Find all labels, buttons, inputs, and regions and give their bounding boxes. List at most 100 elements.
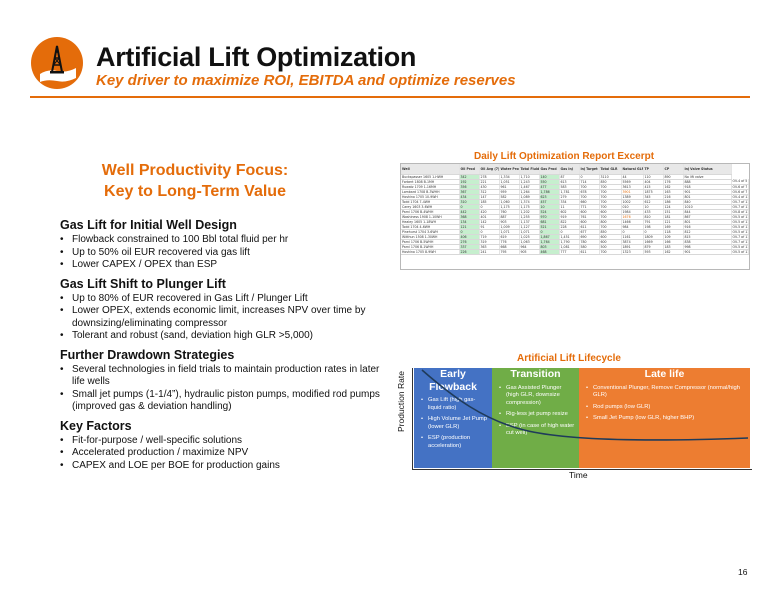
report-cell: 1389 — [621, 194, 644, 200]
report-cell: 1875 — [643, 189, 664, 195]
report-cell: 198 — [643, 224, 664, 230]
report-cell: Hoshino 1705 8-9WH — [401, 249, 460, 255]
report-cell: 0 — [579, 174, 600, 180]
report-cell: 420 — [479, 209, 500, 215]
lifecycle-title: Artificial Lift Lifecycle — [517, 353, 621, 364]
report-cell: 903 — [499, 219, 520, 225]
report-cell: OV-7 of 11 — [731, 199, 749, 205]
report-cell: 221 — [479, 179, 500, 185]
focus-heading: Well Productivity Focus: Key to Long-Ter… — [70, 160, 320, 202]
report-row: Washiness 1908 1-10WH 368 401 887 1,255 970 91… — [401, 214, 749, 220]
report-cell: OV-5 of 11 — [731, 249, 749, 255]
report-cell: OV-7 of 11 — [731, 204, 749, 210]
stage-name-line-2: Flowback — [429, 380, 477, 393]
report-cell: 850 — [599, 229, 622, 235]
report-cell: 838 — [683, 239, 732, 245]
stage-bullet: Rod pumps (low GLR) — [586, 404, 746, 412]
report-header-cell: Gas Inj — [559, 164, 580, 175]
bullet-content: Gas Lift for Initial Well Design Flowbac… — [60, 218, 390, 477]
report-cell: 1,264 — [519, 189, 540, 195]
report-header-cell: Inj Target — [579, 164, 600, 175]
report-cell: 795 — [499, 249, 520, 255]
report-cell: 890 — [663, 174, 684, 180]
report-cell: 121 — [459, 224, 480, 230]
report-row: Parni 1706 B-4WHH 442 420 760 1,202 524 602 600… — [401, 209, 749, 215]
stage-heading: Late life — [579, 368, 750, 381]
report-cell: 700 — [579, 194, 600, 200]
report-header-cell: CP — [663, 164, 684, 175]
report-row: Witthun 1508 1-30WH 406 719 619 1,025 1,867 1,… — [401, 234, 749, 240]
stage-bullet: High Volume Jet Pump (lower GLR) — [421, 416, 488, 431]
report-cell: 1891 — [621, 244, 644, 250]
report-header-cell: Total GLR — [599, 164, 622, 175]
report-cell: 612 — [643, 199, 664, 205]
report-cell: 800 — [599, 219, 622, 225]
report-cell: 44 — [621, 174, 644, 180]
report-cell: 0 — [459, 229, 480, 235]
report-row: Lombard 1708 B-3WHH 367 312 959 1,264 1,786 1,… — [401, 189, 749, 195]
report-cell: 812 — [683, 229, 732, 235]
report-header-cell: Total Fluid — [519, 164, 540, 175]
report-cell: 619 — [499, 234, 520, 240]
report-cell: 1,255 — [519, 214, 540, 220]
section-heading: Further Drawdown Strategies — [60, 347, 235, 362]
report-cell: 10 — [539, 204, 560, 210]
report-cell: 0 — [559, 229, 580, 235]
stage-bullet: Rig-less jet pump resize — [499, 411, 575, 419]
report-cell: 916 — [683, 224, 732, 230]
stage-bullet: ESP (production acceleration) — [421, 435, 488, 450]
report-cell: 1010 — [683, 204, 732, 210]
report-cell: 681 — [539, 219, 560, 225]
report-cell: 010 — [621, 204, 644, 210]
report-cell: 228 — [559, 224, 580, 230]
report-cell: 147 — [479, 194, 500, 200]
report-cell: 888 — [683, 179, 732, 185]
stage-heading: Early Flowback — [414, 368, 492, 393]
report-cell: 879 — [643, 244, 664, 250]
report-cell: 1676 — [621, 214, 644, 220]
stage-late-life: Late life Conventional Plunger, Remove C… — [579, 368, 750, 468]
report-cell: 840 — [683, 199, 732, 205]
report-cell: 241 — [479, 249, 500, 255]
report-cell: 700 — [599, 204, 622, 210]
report-cell: OV-5 of 11 — [731, 224, 749, 230]
report-cell: 771 — [579, 204, 600, 210]
report-cell: 1,374 — [519, 199, 540, 205]
report-cell: Parni 1706 B-1WHH — [401, 244, 460, 250]
report-cell: 5569 — [621, 179, 644, 185]
report-cell: 719 — [479, 234, 500, 240]
report-cell: OV-7 of 11 — [731, 239, 749, 245]
bullet-item: CAPEX and LOE per BOE for production gai… — [60, 460, 390, 473]
report-row: Carey 1603 3-6WH 0 0 1,175 1,175 10 11 771 700 01… — [401, 204, 749, 210]
report-cell: 415 — [643, 184, 664, 190]
section-drawdown: Further Drawdown Strategies Several tech… — [60, 348, 390, 414]
report-cell: 524 — [539, 209, 560, 215]
report-cell: 278 — [479, 174, 500, 180]
report-cell: 791 — [643, 219, 664, 225]
report-cell: Todd 1704 7-4WH — [401, 199, 460, 205]
report-cell: 1,243 — [519, 179, 540, 185]
lifecycle-diagram: Early Flowback Gas Lift (high gas-liquid… — [414, 368, 750, 468]
report-cell: 1,009 — [499, 224, 520, 230]
report-cell: 700 — [599, 199, 622, 205]
report-cell: 110 — [643, 174, 664, 180]
report-cell: 1669 — [643, 239, 664, 245]
report-cell: Parni 1706 B-4WHH — [401, 209, 460, 215]
report-cell: OV-5 of 11 — [731, 244, 749, 250]
section-heading: Key Factors — [60, 418, 132, 433]
report-cell: 121 — [663, 219, 684, 225]
report-cell: 0 — [459, 204, 480, 210]
report-cell: 850 — [599, 179, 622, 185]
y-axis — [412, 368, 413, 470]
report-cell: 984 — [621, 224, 644, 230]
report-cell: 1,467 — [519, 184, 540, 190]
report-cell: 700 — [599, 194, 622, 200]
report-cell: 1,071 — [519, 229, 540, 235]
report-cell: 356 — [459, 184, 480, 190]
report-table-image: Well Oil Prod Oil Avg (7) Water Prod Total F… — [400, 163, 750, 270]
report-cell: 918 — [683, 184, 732, 190]
report-cell: 185 — [479, 199, 500, 205]
report-cell: 521 — [539, 224, 560, 230]
report-cell: 1,060 — [499, 199, 520, 205]
report-cell: 226 — [459, 249, 480, 255]
